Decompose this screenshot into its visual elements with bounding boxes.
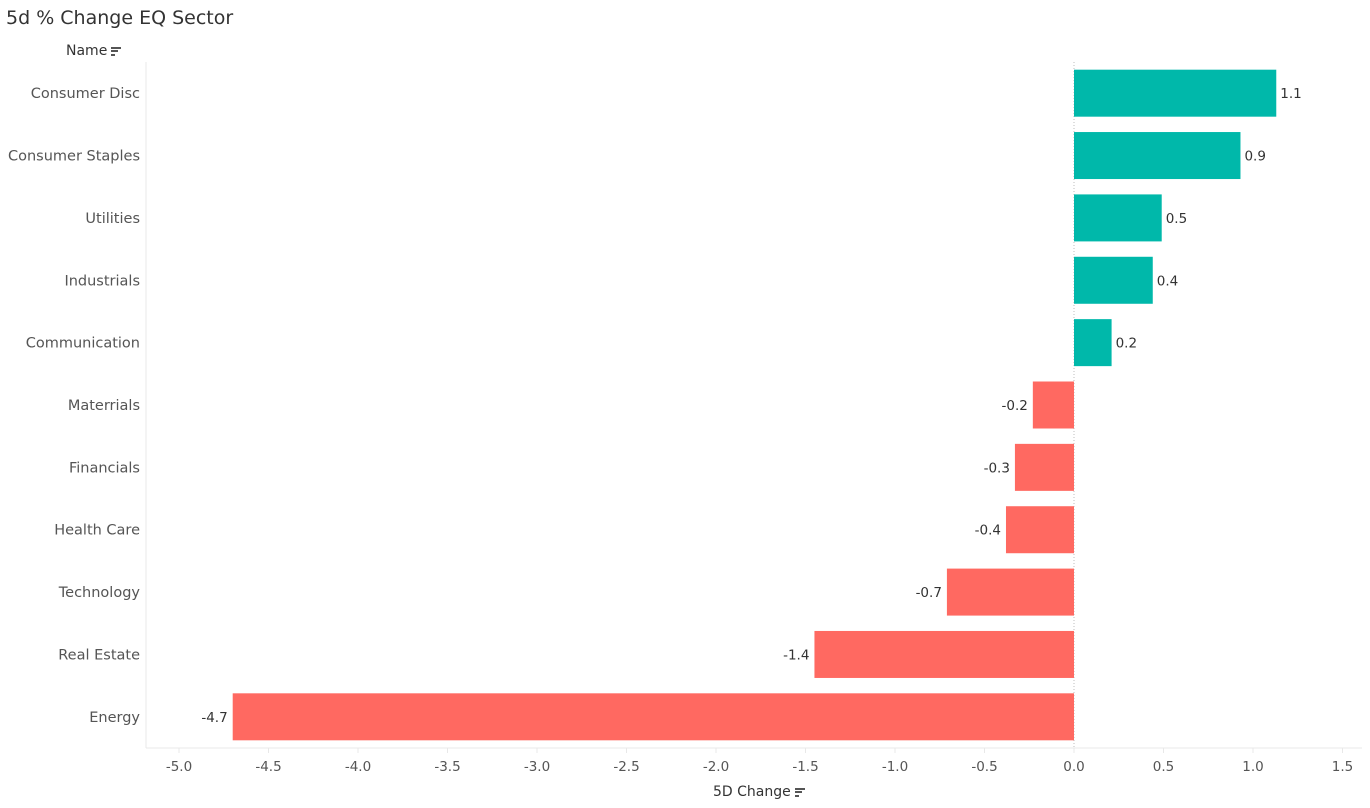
chart-title: 5d % Change EQ Sector: [6, 7, 234, 29]
x-axis-header[interactable]: 5D Change: [713, 784, 805, 800]
bars: [232, 69, 1277, 741]
data-label: 0.2: [1116, 336, 1137, 352]
y-axis-header-label: Name: [66, 43, 108, 59]
x-tick-label: -2.5: [613, 759, 639, 775]
bar-utilities[interactable]: [1074, 194, 1162, 242]
bar-consumer-disc[interactable]: [1074, 69, 1277, 117]
category-label: Consumer Staples: [8, 149, 140, 165]
sort-descending-icon[interactable]: [111, 46, 122, 56]
category-label: Industrials: [64, 273, 140, 289]
category-label: Health Care: [54, 523, 140, 539]
bar-energy[interactable]: [232, 693, 1074, 741]
category-label: Financials: [69, 460, 140, 476]
data-label: 0.5: [1166, 211, 1187, 227]
category-label: Technology: [58, 585, 141, 601]
x-tick-label: -1.0: [882, 759, 908, 775]
x-tick-label: -0.5: [971, 759, 997, 775]
bar-consumer-staples[interactable]: [1074, 132, 1241, 180]
x-tick-label: -2.0: [703, 759, 729, 775]
category-labels: Consumer Disc Consumer Staples Utilities In…: [8, 86, 140, 726]
data-label: -0.2: [1001, 398, 1027, 414]
x-axis-header-label: 5D Change: [713, 784, 791, 800]
data-label: -0.4: [975, 523, 1001, 539]
bar-communication[interactable]: [1074, 319, 1112, 367]
category-label: Communication: [26, 336, 140, 352]
x-axis-ticks: -5.0 -4.5 -4.0 -3.5 -3.0 -2.5 -2.0 -1.5 -1.0 -0.5…: [166, 748, 1353, 775]
bar-financials[interactable]: [1014, 443, 1074, 491]
data-label: -1.4: [783, 647, 809, 663]
x-tick-label: -3.0: [524, 759, 550, 775]
bar-technology[interactable]: [946, 568, 1074, 616]
x-tick-label: -3.5: [434, 759, 460, 775]
data-label: 0.9: [1244, 149, 1265, 165]
data-label: 0.4: [1157, 273, 1178, 289]
x-tick-label: -4.0: [345, 759, 371, 775]
data-label: 1.1: [1280, 86, 1301, 102]
category-label: Energy: [89, 710, 140, 726]
bar-real-estate[interactable]: [814, 630, 1074, 678]
data-labels: 1.1 0.9 0.5 0.4 0.2 -0.2 -0.3 -0.4 -0.7 -1.4 -4.7: [201, 86, 1301, 726]
bar-health-care[interactable]: [1005, 506, 1074, 554]
category-label: Utilities: [85, 211, 140, 227]
x-tick-label: 1.5: [1332, 759, 1353, 775]
sort-descending-icon[interactable]: [794, 787, 805, 797]
x-tick-label: -4.5: [255, 759, 281, 775]
x-tick-label: 1.0: [1242, 759, 1263, 775]
category-label: Materrials: [68, 398, 140, 414]
category-label: Real Estate: [58, 647, 140, 663]
x-tick-label: 0.0: [1063, 759, 1084, 775]
data-label: -0.7: [916, 585, 942, 601]
x-tick-label: 0.5: [1153, 759, 1174, 775]
bar-industrials[interactable]: [1074, 256, 1153, 304]
bar-materrials[interactable]: [1032, 381, 1074, 429]
y-axis-header[interactable]: Name: [66, 43, 122, 59]
data-label: -0.3: [984, 460, 1010, 476]
x-tick-label: -5.0: [166, 759, 192, 775]
data-label: -4.7: [201, 710, 227, 726]
x-tick-label: -1.5: [792, 759, 818, 775]
category-label: Consumer Disc: [31, 86, 140, 102]
